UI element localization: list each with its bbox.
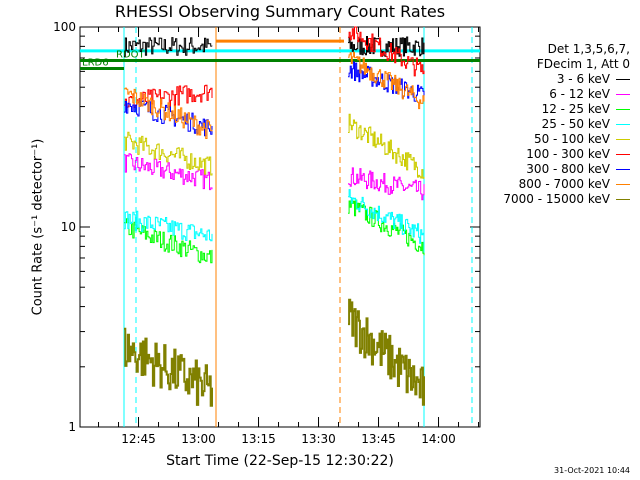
series-line — [348, 189, 425, 244]
plot-frame — [79, 26, 481, 428]
legend-entry-label: 100 - 300 keV — [526, 147, 610, 161]
y-tick-label: 10 — [61, 220, 76, 234]
series-line — [348, 26, 425, 77]
legend-entry-label: 7000 - 15000 keV — [503, 192, 610, 206]
legend-entry-swatch — [616, 124, 630, 125]
series-line — [124, 131, 213, 176]
x-tick-label: 13:15 — [241, 432, 276, 446]
legend-header-detectors: Det 1,3,5,6,7, — [547, 42, 630, 56]
series-line — [348, 36, 425, 57]
series-line — [348, 51, 425, 110]
series-line — [124, 327, 213, 407]
y-axis-label: Count Rate (s⁻¹ detector⁻¹) — [30, 138, 46, 316]
legend-entry-label: 6 - 12 keV — [549, 87, 610, 101]
series-line — [124, 210, 213, 242]
timestamp-label: 31-Oct-2021 10:44 — [554, 466, 630, 475]
legend-entry: 50 - 100 keV — [480, 132, 630, 147]
legend-header-decimation: FDecim 1, Att 0 — [536, 57, 630, 71]
legend-entry-swatch — [616, 109, 630, 110]
legend-entry: 300 - 800 keV — [480, 162, 630, 177]
legend-entry-swatch — [616, 169, 630, 170]
legend-entry-label: 25 - 50 keV — [541, 117, 610, 131]
x-tick-label: 13:00 — [181, 432, 216, 446]
legend-entry: 12 - 25 keV — [480, 102, 630, 117]
legend-entry-swatch — [616, 79, 630, 80]
legend-entry-label: 3 - 6 keV — [556, 72, 610, 86]
x-axis-label: Start Time (22-Sep-15 12:30:22) — [166, 453, 394, 469]
legend-entry: 25 - 50 keV — [480, 117, 630, 132]
series-line — [124, 87, 213, 139]
series-line — [348, 113, 425, 179]
legend-entry: 6 - 12 keV — [480, 87, 630, 102]
y-tick-label: 1 — [68, 420, 76, 434]
legend-entry: 800 - 7000 keV — [480, 177, 630, 192]
y-tick-label: 100 — [53, 20, 76, 34]
series-line — [124, 37, 213, 57]
legend-entry: 3 - 6 keV — [480, 72, 630, 87]
legend-entry-label: 800 - 7000 keV — [518, 177, 610, 191]
legend-entry: 7000 - 15000 keV — [480, 192, 630, 207]
series-line — [348, 298, 425, 406]
series-line — [348, 167, 425, 201]
series-line — [124, 218, 213, 264]
series-line — [124, 153, 213, 191]
legend-entry-swatch — [616, 154, 630, 155]
x-tick-label: 14:00 — [421, 432, 456, 446]
legend-entry-label: 300 - 800 keV — [526, 162, 610, 176]
legend-entry-swatch — [616, 184, 630, 185]
legend-entry-swatch — [616, 199, 630, 200]
x-tick-label: 13:45 — [361, 432, 396, 446]
legend-entry-swatch — [616, 94, 630, 95]
chart-title: RHESSI Observing Summary Count Rates — [114, 2, 446, 21]
legend-entry-swatch — [616, 139, 630, 140]
legend: Det 1,3,5,6,7, FDecim 1, Att 0 3 - 6 keV… — [480, 42, 630, 207]
x-tick-label: 13:30 — [301, 432, 336, 446]
flag-bar-label: LRD6 — [82, 58, 109, 69]
legend-entry-label: 12 - 25 keV — [541, 102, 610, 116]
x-tick-label: 12:45 — [121, 432, 156, 446]
legend-entry-label: 50 - 100 keV — [533, 132, 610, 146]
legend-entry: 100 - 300 keV — [480, 147, 630, 162]
flag-bar-label: RDOT — [116, 49, 146, 60]
